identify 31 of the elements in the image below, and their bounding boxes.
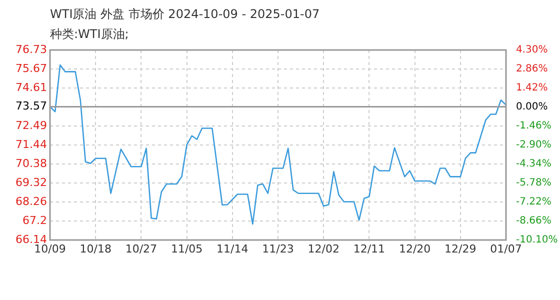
y2-tick-label: -4.34% <box>516 158 552 170</box>
y2-tick-label: 2.86% <box>516 64 548 75</box>
chart-subtitle: 种类:WTI原油; <box>50 26 129 43</box>
x-tick-label: 10/27 <box>125 242 158 256</box>
y-tick-label: 69.32 <box>16 176 47 189</box>
y2-tick-label: -1.46% <box>516 120 552 132</box>
y-tick-label: 76.73 <box>16 42 47 56</box>
x-tick-label: 12/29 <box>444 242 476 256</box>
y2-tick-label: 0.00% <box>516 101 548 112</box>
y-tick-label: 72.49 <box>16 118 47 132</box>
y-tick-label: 68.26 <box>16 194 47 208</box>
y2-tick-label: -8.66% <box>516 216 552 227</box>
chart-title: WTI原油 外盘 市场价 2024-10-09 - 2025-01-07 <box>50 6 320 23</box>
x-tick-label: 12/20 <box>398 242 431 256</box>
y-tick-label: 75.67 <box>16 62 47 75</box>
y2-tick-label: -7.22% <box>516 196 552 208</box>
x-tick-label: 11/05 <box>170 242 203 256</box>
y2-tick-label: 4.30% <box>516 44 548 56</box>
x-tick-label: 12/11 <box>353 242 386 256</box>
y-tick-label: 70.38 <box>16 156 47 170</box>
y-tick-label: 73.57 <box>16 100 47 113</box>
x-tick-label: 11/23 <box>262 242 294 256</box>
y-tick-label: 67.2 <box>22 214 47 227</box>
y2-tick-label: -2.90% <box>516 140 552 151</box>
x-tick-label: 11/14 <box>216 242 248 256</box>
x-tick-label: 10/18 <box>80 242 112 256</box>
x-tick-label: 12/02 <box>308 242 340 256</box>
y2-tick-label: -5.78% <box>516 178 552 189</box>
y-tick-label: 74.61 <box>16 80 47 94</box>
y-tick-label: 71.44 <box>16 138 47 151</box>
y2-tick-label: 1.42% <box>516 82 548 94</box>
